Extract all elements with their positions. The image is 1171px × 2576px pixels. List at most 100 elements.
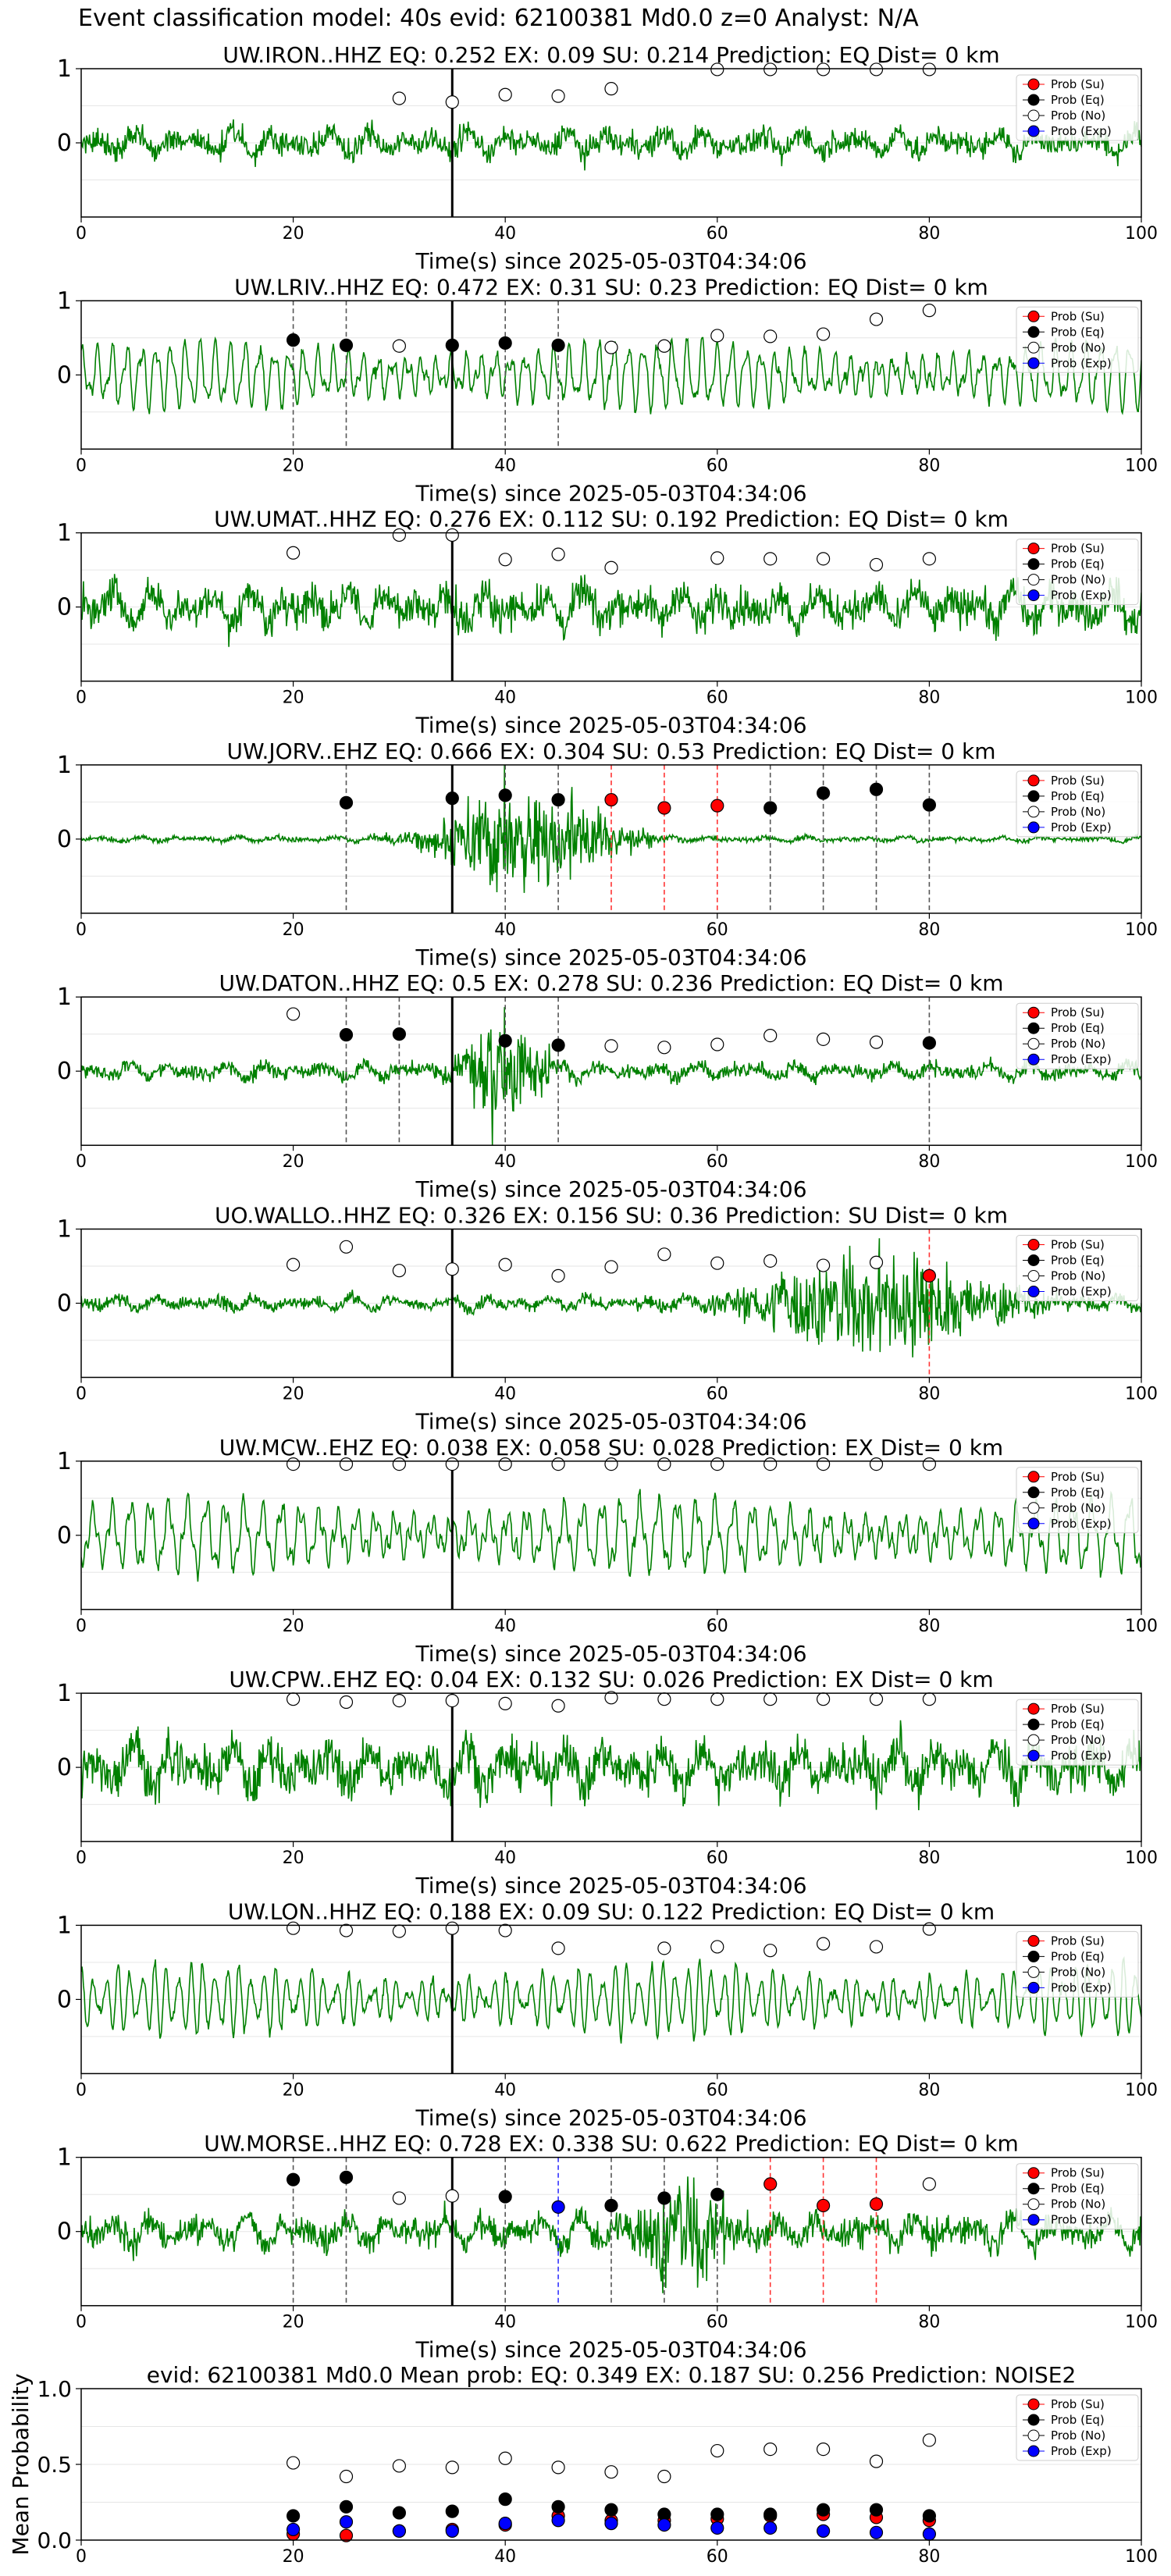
panel-7-point-no	[763, 1692, 778, 1706]
panel-6-xtick-label: 60	[707, 1617, 728, 1636]
panel-5-point-no	[657, 1247, 671, 1261]
panel-10-point-exp	[445, 2524, 459, 2538]
panel-10-point-eq	[498, 2492, 512, 2507]
panel-5-legend-label-no: Prob (No)	[1051, 1269, 1105, 1283]
panel-3-legend-box	[1016, 770, 1139, 838]
panel-1-point-no	[869, 312, 884, 326]
panel-6-legend-label-no: Prob (No)	[1051, 1501, 1105, 1515]
panel-1-point-eq	[287, 333, 301, 347]
panel-9-xtick-label: 0	[76, 2313, 87, 2332]
panel-6-legend-marker-exp	[1027, 1517, 1040, 1530]
panel-1-xtick-label: 40	[494, 456, 516, 475]
panel-6-title: UW.MCW..EHZ EQ: 0.038 EX: 0.058 SU: 0.02…	[219, 1435, 1003, 1461]
panel-9-xtick-label: 80	[918, 2313, 940, 2332]
panel-8-point-no	[498, 1923, 512, 1937]
panel-3-point-su	[657, 801, 671, 815]
panel-2-point-no	[869, 557, 884, 572]
panel-5-xtick-label: 60	[707, 1385, 728, 1404]
panel-7-xtick-label: 60	[707, 1848, 728, 1868]
panel-0-legend-label-exp: Prob (Exp)	[1051, 124, 1112, 138]
panel-8-legend-marker-su	[1027, 1934, 1040, 1947]
panel-6-point-no	[710, 1457, 724, 1471]
panel-4-legend-label-eq: Prob (Eq)	[1051, 1021, 1105, 1035]
panel-1-legend-box	[1016, 306, 1139, 373]
panel-6-xlabel: Time(s) since 2025-05-03T04:34:06	[415, 1641, 806, 1667]
panel-10-point-eq	[287, 2509, 301, 2523]
panel-1-point-no	[922, 304, 937, 318]
panel-2-legend-marker-no	[1027, 574, 1040, 586]
panel-6-point-no	[869, 1457, 884, 1471]
panel-0: UW.IRON..HHZ EQ: 0.252 EX: 0.09 SU: 0.21…	[57, 42, 1158, 274]
panel-10-xtick-label: 40	[494, 2547, 516, 2567]
panel-9-point-no	[445, 2189, 459, 2203]
panel-8-point-no	[763, 1944, 778, 1958]
panel-7-point-no	[445, 1694, 459, 1708]
panel-6-legend-marker-no	[1027, 1502, 1040, 1514]
panel-10-point-exp	[498, 2517, 512, 2531]
panel-0-plot-area	[81, 69, 1141, 217]
panel-9-point-no	[392, 2191, 406, 2205]
panel-10-point-eq	[604, 2503, 618, 2517]
panel-2-legend-marker-exp	[1027, 589, 1040, 602]
panel-2-point-no	[604, 560, 618, 575]
panel-4-point-no	[763, 1028, 778, 1043]
panel-8-point-no	[551, 1941, 565, 1955]
figure-title: Event classification model: 40s evid: 62…	[78, 5, 919, 32]
panel-9-xtick-label: 100	[1125, 2313, 1158, 2332]
panel-7-point-no	[869, 1692, 884, 1706]
panel-2-xtick-label: 60	[707, 688, 728, 708]
panel-4-point-no	[710, 1037, 724, 1051]
panel-5-point-no	[498, 1258, 512, 1272]
panel-8-xtick-label: 0	[76, 2080, 87, 2100]
panel-8-point-no	[445, 1921, 459, 1935]
panel-8-legend-marker-exp	[1027, 1981, 1040, 1994]
panel-2-legend-label-eq: Prob (Eq)	[1051, 557, 1105, 571]
panel-0-xtick-label: 20	[283, 224, 304, 244]
panel-4-point-no	[604, 1039, 618, 1053]
panel-8-xlabel: Time(s) since 2025-05-03T04:34:06	[415, 2105, 806, 2130]
panel-2-ytick-label: 1	[57, 520, 72, 547]
panel-4-xtick-label: 60	[707, 1152, 728, 1172]
panel-5-legend-label-su: Prob (Su)	[1051, 1238, 1105, 1252]
panel-5-legend-marker-eq	[1027, 1254, 1040, 1266]
panel-7-legend-marker-eq	[1027, 1718, 1040, 1731]
panel-7-legend-box	[1016, 1699, 1139, 1766]
panel-2-point-no	[551, 547, 565, 561]
panel-1-plot-area	[81, 301, 1141, 450]
panel-4-legend-marker-no	[1027, 1037, 1040, 1050]
panel-5-point-no	[445, 1262, 459, 1276]
panel-5-ytick-label: 0	[57, 1290, 72, 1318]
panel-1-point-no	[392, 339, 406, 353]
panel-10-point-eq	[339, 2500, 354, 2514]
panel-7-point-no	[498, 1696, 512, 1710]
panel-6-xtick-label: 80	[918, 1617, 940, 1636]
panel-7: UW.CPW..EHZ EQ: 0.04 EX: 0.132 SU: 0.026…	[57, 1667, 1158, 1898]
panel-7-legend-label-exp: Prob (Exp)	[1051, 1749, 1112, 1763]
panel-2-legend-box	[1016, 539, 1139, 606]
panel-1-legend-label-eq: Prob (Eq)	[1051, 325, 1105, 339]
panel-1-point-no	[657, 339, 671, 353]
panel-10-legend-marker-exp	[1027, 2445, 1040, 2457]
panel-4-legend-box	[1016, 1002, 1139, 1069]
panel-7-waveform	[81, 1720, 1141, 1811]
panel-1-ytick-label: 0	[57, 361, 72, 389]
panel-1-legend-marker-exp	[1027, 357, 1040, 369]
panel-10-point-no	[763, 2443, 778, 2457]
panel-8-xtick-label: 60	[707, 2080, 728, 2100]
panel-10-point-no	[869, 2454, 884, 2468]
panel-5-legend-marker-exp	[1027, 1286, 1040, 1297]
panel-3-point-eq	[922, 798, 937, 812]
panel-2-xtick-label: 100	[1125, 688, 1158, 708]
panel-9: UW.MORSE..HHZ EQ: 0.728 EX: 0.338 SU: 0.…	[57, 2131, 1158, 2363]
panel-5-point-no	[339, 1240, 354, 1254]
panel-1-xtick-label: 20	[283, 456, 304, 475]
panel-5-point-no	[551, 1268, 565, 1283]
panel-8-plot-area	[81, 1925, 1141, 2074]
panel-7-xtick-label: 100	[1125, 1848, 1158, 1868]
panel-10-legend-marker-no	[1027, 2429, 1040, 2442]
panel-3-xtick-label: 40	[494, 920, 516, 940]
panel-5-xtick-label: 40	[494, 1385, 516, 1404]
panel-4-point-eq	[922, 1036, 937, 1050]
panel-5-xtick-label: 20	[283, 1385, 304, 1404]
panel-10-xtick-label: 80	[918, 2547, 940, 2567]
